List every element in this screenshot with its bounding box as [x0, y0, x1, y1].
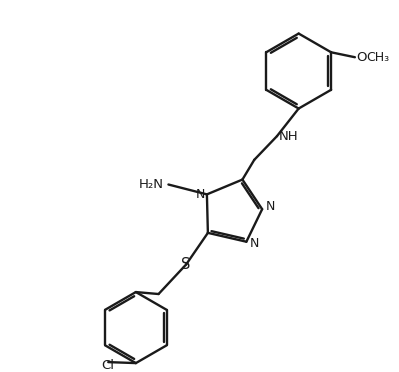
Text: CH₃: CH₃	[366, 51, 389, 64]
Text: N: N	[195, 188, 205, 201]
Text: N: N	[265, 200, 275, 213]
Text: NH: NH	[279, 130, 298, 142]
Text: Cl: Cl	[102, 359, 115, 372]
Text: H₂N: H₂N	[138, 178, 164, 191]
Text: N: N	[249, 237, 259, 250]
Text: S: S	[182, 257, 191, 272]
Text: O: O	[356, 51, 366, 64]
